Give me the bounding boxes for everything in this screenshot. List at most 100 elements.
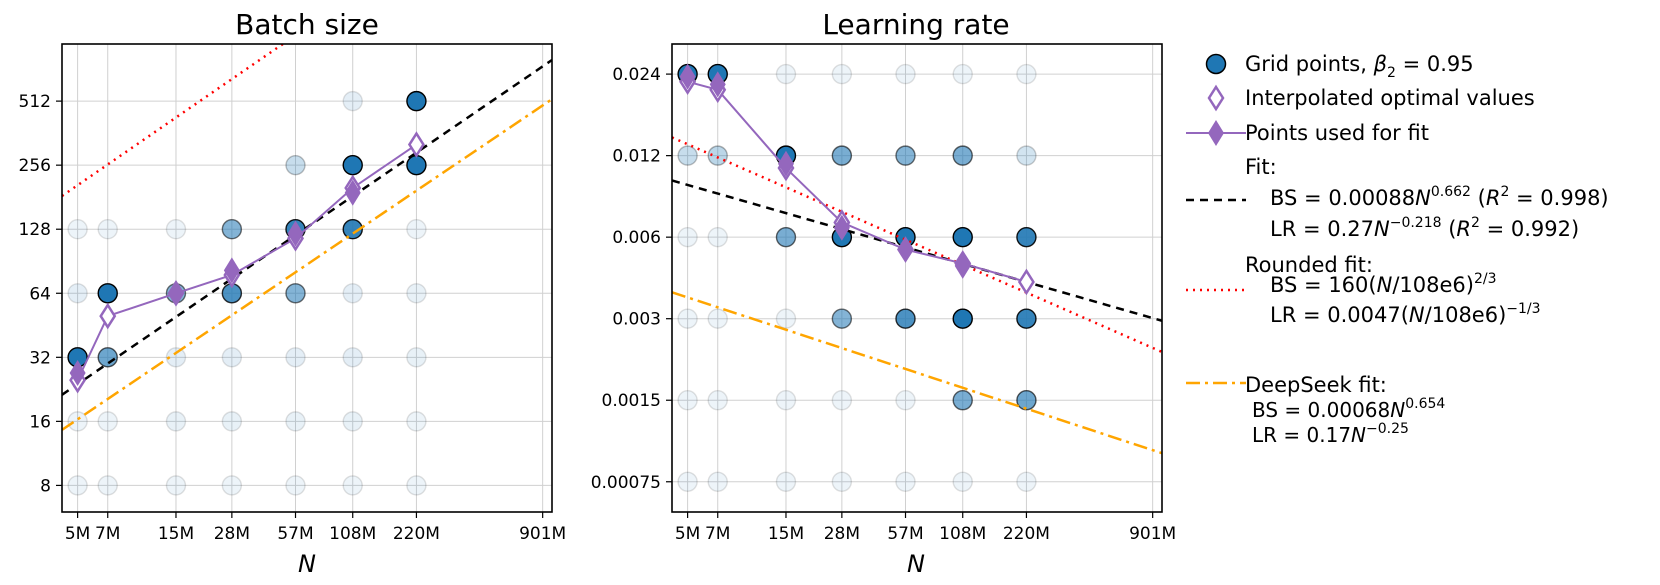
legend-interpolated: Interpolated optimal values [1245, 86, 1535, 110]
legend-deepseek-lr: LR = 0.17N−0.25 [1252, 421, 1409, 447]
fit-lines [62, 44, 552, 431]
fit-line [62, 98, 552, 431]
legend-fit-title: Fit: [1245, 155, 1277, 179]
grid-point [97, 219, 118, 240]
grid-point [97, 475, 118, 496]
grid-point [165, 347, 187, 368]
x-tick-label: 57M [887, 524, 923, 544]
y-tick-label: 64 [29, 284, 51, 304]
grid-point [895, 63, 916, 85]
y-tick-label: 16 [29, 412, 51, 432]
grid-point [952, 63, 973, 85]
fit-point [777, 150, 794, 177]
grid-point [1016, 226, 1037, 248]
grid-point [707, 226, 728, 248]
x-tick-label: 7M [705, 524, 730, 544]
y-tick-label: 32 [29, 348, 51, 368]
x-tick-label: 220M [393, 524, 440, 544]
y-tick-label: 0.00075 [591, 473, 661, 493]
grid-point [707, 390, 728, 411]
grid-point [775, 390, 797, 411]
chart-title: Batch size [235, 8, 379, 41]
legend-grid-point-marker [1205, 53, 1227, 75]
grid-point [285, 411, 306, 432]
fit-line [672, 179, 1162, 323]
grid-point [677, 390, 698, 411]
grid-point [1016, 308, 1037, 329]
grid-point [285, 283, 306, 304]
fit-point [223, 257, 240, 284]
y-tick-label: 512 [19, 92, 51, 112]
legend-fit-lr: LR = 0.27N−0.218 (R2 = 0.992) [1270, 215, 1579, 241]
grid-point [775, 471, 797, 492]
grid-point [952, 471, 973, 492]
legend-grid-points: Grid points, β2 = 0.95 [1245, 52, 1474, 81]
grid-point [221, 411, 243, 432]
x-tick-label: 15M [158, 524, 194, 544]
grid-point [831, 390, 853, 411]
grid-point [97, 411, 118, 432]
grid-point [831, 63, 853, 85]
x-axis-label: N [907, 550, 925, 578]
grid-point [97, 283, 118, 304]
grid-point [67, 283, 88, 304]
grid-point [285, 347, 306, 368]
interpolated-point [99, 302, 117, 330]
y-tick-label: 0.012 [612, 147, 661, 167]
grid-point [342, 411, 363, 432]
axes-frame [671, 43, 1163, 513]
grid-point [895, 471, 916, 492]
grid-point [677, 226, 698, 248]
legend-fit-bs: BS = 0.00088N0.662 (R2 = 0.998) [1270, 184, 1609, 210]
grid-point [67, 475, 88, 496]
grid-point [342, 283, 363, 304]
grid-point [406, 475, 427, 496]
legend-used-for-fit: Points used for fit [1245, 121, 1429, 145]
grid-point [775, 63, 797, 85]
learning-rate-plot: 5M 7M 15M 28M 57M 108M 220M 901M 0.00075 0.0015 0.… [591, 43, 1176, 544]
grid-point [952, 226, 973, 248]
grid-point [952, 390, 973, 411]
grid-point [406, 219, 427, 240]
grid-point [342, 219, 363, 240]
grid-point [285, 475, 306, 496]
grid-point [831, 308, 853, 329]
legend-rounded-bs: BS = 160(N/108e6)2/3 [1270, 271, 1496, 297]
grid-point [775, 226, 797, 248]
fit-lines [672, 136, 1162, 455]
interpolated-point [407, 131, 425, 158]
fit-point [833, 214, 850, 241]
grid-point [285, 154, 306, 176]
x-tick-label: 5M [65, 524, 90, 544]
legend-deepseek-bs: BS = 0.00068N0.654 [1252, 396, 1445, 422]
y-tick-label: 0.006 [612, 228, 661, 248]
x-tick-label: 108M [939, 524, 986, 544]
grid-point [775, 308, 797, 329]
grid-point [406, 347, 427, 368]
grid-point [831, 145, 853, 166]
grid-point [1016, 390, 1037, 411]
grid-point [342, 347, 363, 368]
y-tick-label: 0.0015 [602, 391, 661, 411]
legend-rounded-lr: LR = 0.0047(N/108e6)−1/3 [1270, 301, 1541, 327]
fit-point [287, 220, 304, 247]
fit-line [672, 136, 1162, 354]
fit-point [709, 71, 726, 98]
grid-point [1016, 63, 1037, 85]
grid-points [67, 90, 427, 496]
interpolated-point [1017, 268, 1035, 296]
grid-point [895, 308, 916, 329]
x-tick-label: 28M [214, 524, 250, 544]
grid-point [165, 219, 187, 240]
fit-line [62, 44, 286, 197]
y-tick-label: 256 [19, 156, 51, 176]
x-tick-label: 28M [824, 524, 860, 544]
grid-point [221, 475, 243, 496]
fit-point [679, 63, 696, 90]
grid-point [165, 411, 187, 432]
grid-point [342, 475, 363, 496]
grid-point [165, 475, 187, 496]
y-tick-label: 8 [40, 476, 51, 496]
grid-points [677, 63, 1037, 492]
